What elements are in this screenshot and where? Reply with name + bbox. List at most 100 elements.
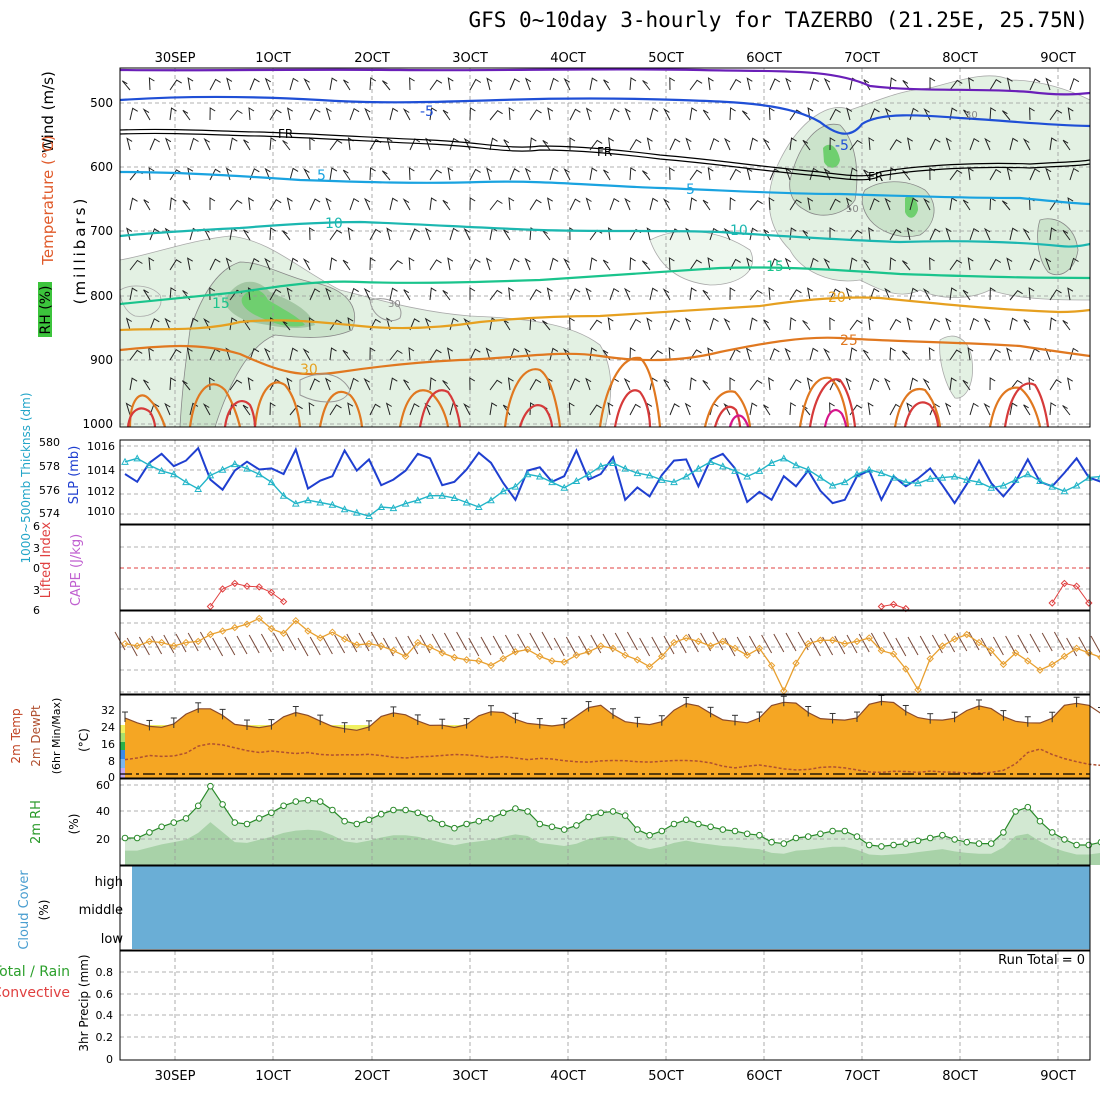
wind-barb xyxy=(729,377,736,390)
thickness-point xyxy=(828,481,837,489)
contour-label: 10 xyxy=(730,223,748,239)
wind-barb xyxy=(186,257,193,271)
wind-barb xyxy=(409,77,415,91)
rh-point xyxy=(780,840,788,847)
rh-point xyxy=(609,808,617,815)
wind-barb xyxy=(524,167,531,181)
date-label: 7OCT xyxy=(844,1069,880,1084)
rh-tick: 20 xyxy=(96,833,110,846)
wind-barb xyxy=(889,257,897,271)
wind-barb xyxy=(429,169,442,181)
wind-barb xyxy=(403,379,411,391)
slp-axis: 1016 1014 1012 1010 xyxy=(87,440,115,518)
wind-barb xyxy=(849,319,863,331)
wind-barb xyxy=(849,139,863,151)
wind-barb xyxy=(408,257,415,271)
wind-barb xyxy=(649,377,658,391)
thickness-point xyxy=(304,496,312,504)
wind-barb xyxy=(151,635,163,655)
wind-barb xyxy=(408,167,415,181)
rh-point xyxy=(951,836,958,843)
wind-barb xyxy=(409,318,420,331)
thickness-point xyxy=(316,498,325,506)
thickness-point xyxy=(840,478,849,486)
wind-barb xyxy=(480,636,492,656)
wind-barb xyxy=(541,631,553,651)
wind-speed-point xyxy=(157,638,166,647)
wind-barb xyxy=(768,107,775,121)
rh-point xyxy=(646,831,653,839)
wind-barb xyxy=(1062,405,1071,416)
thickness-point xyxy=(145,461,154,469)
wind-barb xyxy=(1067,287,1074,301)
rh-point xyxy=(829,827,836,835)
wind-speed-point xyxy=(328,628,337,636)
contour-line xyxy=(299,298,402,403)
wind-barb xyxy=(829,317,836,331)
thickness-point xyxy=(548,478,556,486)
wind-barb xyxy=(542,230,551,241)
thickness-point xyxy=(1060,487,1069,495)
rh-point xyxy=(341,817,348,825)
wind-speed-point xyxy=(121,639,129,648)
thickness-point xyxy=(535,472,544,480)
rh-point xyxy=(817,830,824,838)
wind-barb xyxy=(229,317,238,331)
wind-barb xyxy=(562,348,571,361)
wind-speed-point xyxy=(999,660,1008,669)
wind-barb xyxy=(669,138,681,151)
wind-barb xyxy=(849,257,858,271)
wind-barb xyxy=(369,347,376,361)
pressure-tick: 700 xyxy=(90,224,113,238)
wind-barb xyxy=(347,227,354,241)
wind-barb xyxy=(469,287,476,300)
wind-barb xyxy=(297,637,309,657)
wind-barb xyxy=(902,79,911,91)
wind-barb xyxy=(707,167,714,181)
wind-barb xyxy=(202,403,211,416)
wind-barb xyxy=(325,287,332,301)
wind-barb xyxy=(249,347,260,361)
wind-barb xyxy=(442,380,451,391)
rh-point xyxy=(792,834,800,842)
li-series xyxy=(206,579,1093,613)
temp2m-panel: 32 24 16 8 0 2m Temp 2m DewPt (6hr Min/M… xyxy=(9,694,1100,784)
rh-point xyxy=(743,830,751,838)
cloud-panel-frame xyxy=(119,865,1091,951)
wind-speed-point xyxy=(975,638,983,647)
wind-barb xyxy=(675,634,687,654)
li-tick: 0 xyxy=(33,562,40,575)
wind-barb xyxy=(709,227,719,241)
wind-barb xyxy=(749,317,758,331)
thickness-point xyxy=(340,505,349,513)
thickness-point xyxy=(694,464,703,472)
wind-speed-point xyxy=(438,649,446,657)
wind-barb xyxy=(286,107,293,121)
wind-barb xyxy=(286,197,293,211)
wind-barb xyxy=(369,228,382,241)
rh-point xyxy=(280,802,287,810)
wind-barb xyxy=(862,349,871,361)
wind-speed-point xyxy=(499,654,507,663)
contour-label: 15 xyxy=(212,296,230,312)
wind-barb xyxy=(689,259,702,271)
wind-barb xyxy=(1009,227,1018,241)
wind-barb xyxy=(209,78,221,91)
wind-barb xyxy=(909,287,919,301)
temp-axis: 32 24 16 8 0 xyxy=(101,704,115,784)
thickness-point xyxy=(182,478,190,486)
wind-barb xyxy=(809,167,819,181)
wind-barb xyxy=(282,140,291,151)
temp-tick: 0 xyxy=(108,771,115,784)
wind-barb xyxy=(486,167,493,181)
wind-barb xyxy=(668,347,675,361)
wind-speed-point xyxy=(902,665,910,673)
wind-barb xyxy=(806,287,813,301)
wind-barb xyxy=(944,402,952,416)
wind-barb xyxy=(763,319,771,331)
wind-barb xyxy=(741,110,751,121)
wind-barb xyxy=(129,259,143,271)
wind-barb xyxy=(125,317,132,331)
wind-barb xyxy=(867,317,874,331)
wind-barb xyxy=(429,287,437,301)
